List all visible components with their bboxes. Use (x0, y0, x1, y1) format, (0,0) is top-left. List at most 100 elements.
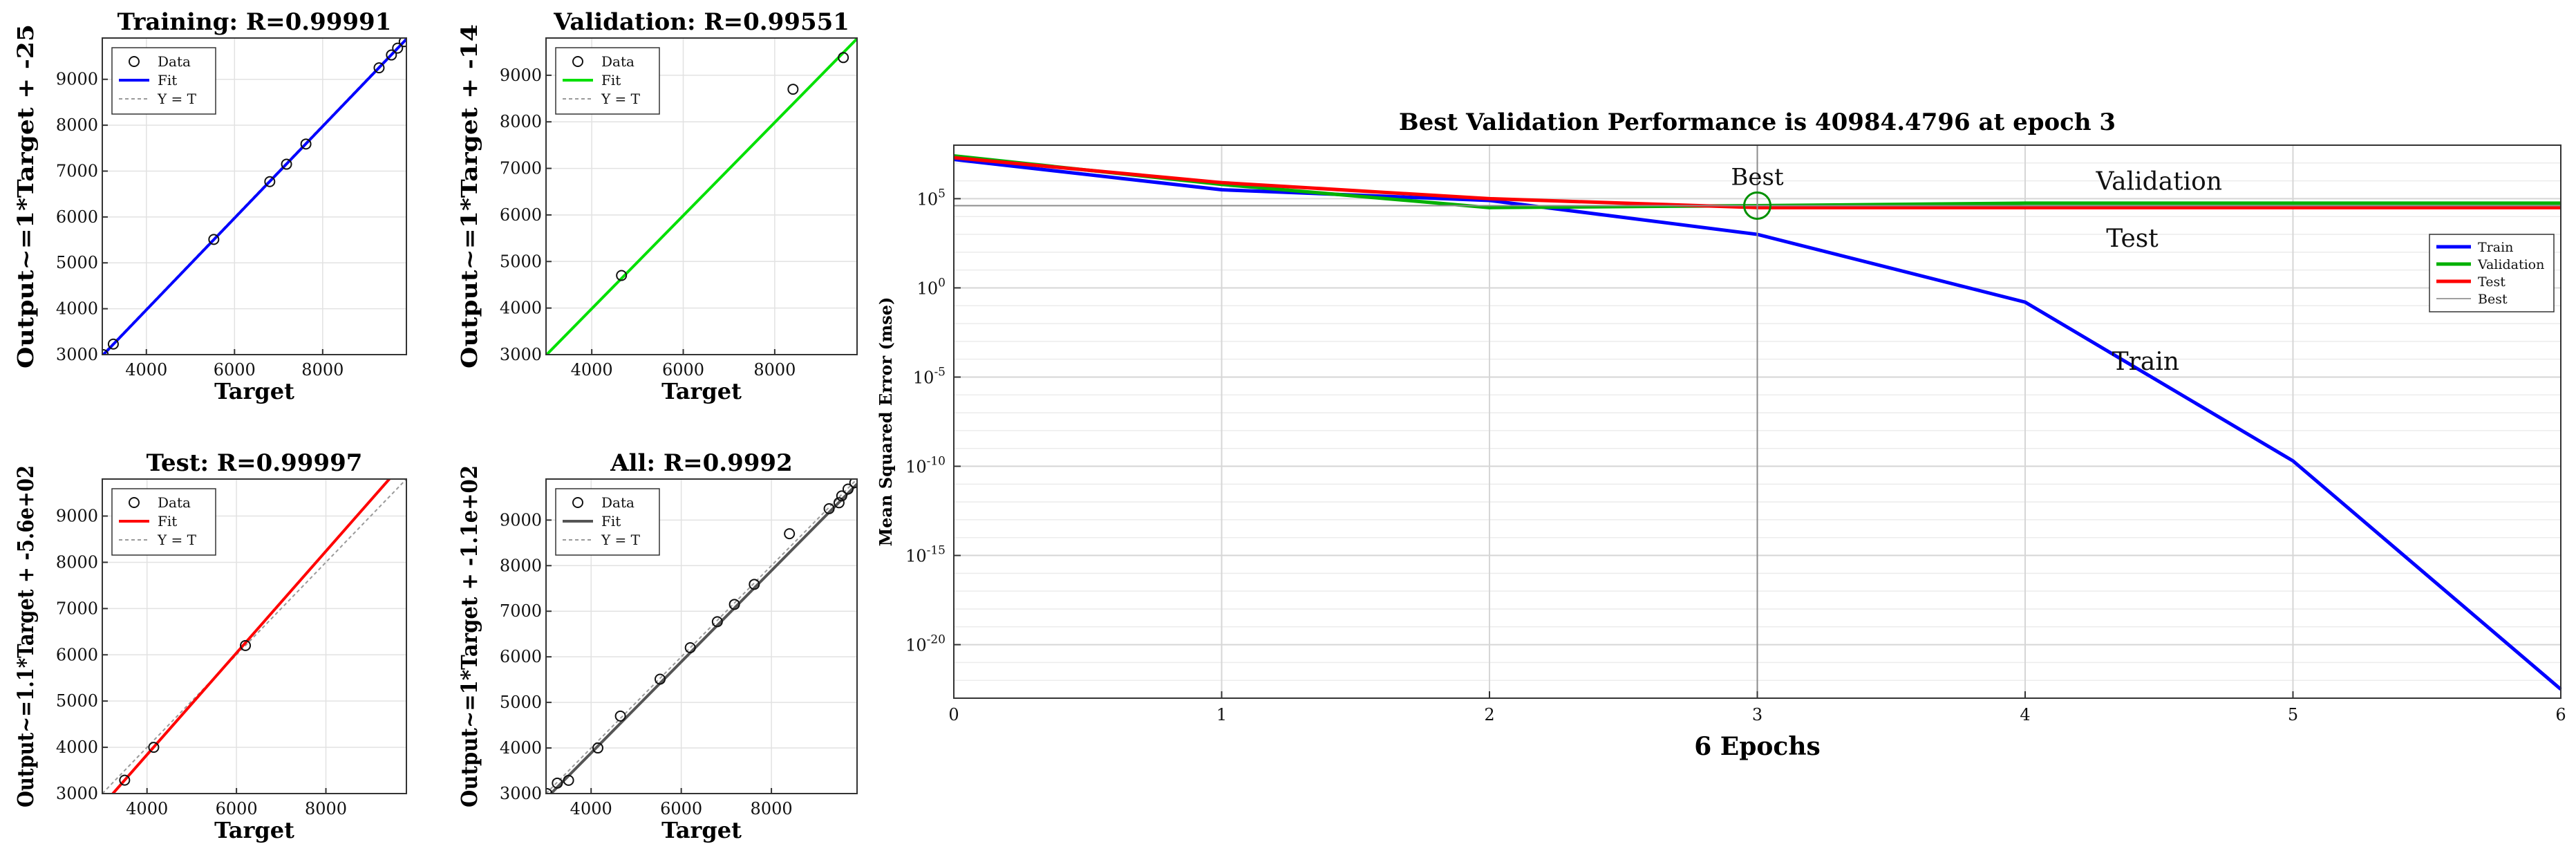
legend-label: Y = T (601, 91, 641, 107)
x-axis-label: 6 Epochs (1694, 732, 1821, 761)
data-point (281, 158, 292, 170)
data-point (614, 710, 626, 722)
y-axis-label: Output~=1*Target + -1.1e+02 (456, 465, 482, 807)
y-tick-label: 10-5 (913, 365, 946, 387)
y-tick-label: 9000 (56, 507, 98, 526)
data-point (728, 599, 740, 610)
y-tick-label: 6000 (500, 205, 542, 225)
data-point (836, 490, 847, 502)
x-axis-label: Target (214, 817, 294, 843)
y-tick-label: 10-20 (905, 633, 946, 655)
legend-data-marker (129, 497, 140, 508)
plot-frame (545, 37, 858, 355)
legend-label: Fit (158, 72, 177, 88)
y-tick-label: 3000 (500, 784, 542, 803)
legend-label: Y = T (601, 532, 641, 548)
y-tick-label: 5000 (500, 693, 542, 712)
plot-content (102, 479, 406, 794)
plot-content (546, 479, 857, 794)
y-tick-label: 9000 (500, 510, 542, 530)
y-tick-label: 6000 (56, 645, 98, 664)
y-tick-label: 4000 (500, 299, 542, 318)
chart-title: Validation: R=0.99551 (553, 8, 849, 36)
data-point (373, 62, 385, 74)
x-tick-label: 0 (948, 705, 959, 724)
y-tick-label: 105 (917, 187, 946, 209)
y-tick-label: 4000 (56, 738, 98, 757)
data-point (398, 38, 406, 48)
plot-frame (102, 478, 407, 794)
legend-data-marker (572, 56, 583, 67)
data-point (148, 742, 160, 753)
chart-title: Training: R=0.99991 (117, 8, 392, 36)
x-tick-label: 8000 (753, 360, 796, 380)
all-regression-chart: 4000 6000 8000 3000 4000 5000 6000 7000 8000 9000… (456, 449, 858, 843)
y-tick-label: 5000 (56, 691, 98, 711)
data-point (838, 52, 849, 64)
data-point (119, 774, 131, 786)
data-point (823, 503, 835, 514)
x-tick-label: 5 (2288, 705, 2298, 724)
legend-label: Y = T (157, 91, 197, 107)
legend-label: Y = T (157, 532, 197, 548)
legend-label: Data (601, 494, 634, 511)
performance-chart: 0 1 2 3 4 5 6 105 100 10-5 10-10 10-15 10-20 Best Val… (876, 109, 2566, 761)
y-tick-label: 8000 (500, 556, 542, 575)
legend-label: Data (158, 53, 191, 70)
y-tick-label: 3000 (56, 345, 98, 364)
y-tick-label: 6000 (500, 647, 542, 666)
y-tick-label: 3000 (56, 784, 98, 803)
annotation-best: Best (1731, 163, 1784, 191)
y-axis-label: Output~=1.1*Target + -5.6e+02 (12, 465, 39, 807)
legend-label: Best (2478, 292, 2508, 307)
x-tick-label: 4000 (570, 799, 612, 818)
data-point (300, 138, 312, 150)
legend-label: Train (2478, 240, 2513, 255)
x-axis-label: Target (661, 378, 742, 404)
data-point (546, 788, 553, 794)
y-tick-label: 7000 (56, 161, 98, 180)
data-point (849, 479, 857, 489)
y-tick-label: 4000 (500, 738, 542, 758)
legend-label: Validation (2477, 257, 2544, 272)
y-axis-label: Output~=1*Target + -14 (456, 24, 482, 368)
x-tick-label: 6 (2555, 705, 2566, 724)
legend-data-marker (572, 497, 583, 508)
data-point (102, 349, 109, 355)
data-point (616, 270, 628, 281)
y-tick-label: 9000 (500, 66, 542, 85)
x-tick-label: 6000 (662, 360, 704, 380)
y-tick-label: 6000 (56, 207, 98, 227)
data-point (552, 777, 563, 789)
test-regression-chart: 4000 6000 8000 3000 4000 5000 6000 7000 8000 9000… (12, 449, 407, 843)
data-point (386, 49, 397, 61)
data-point (684, 641, 696, 653)
y-tick-label: 10-15 (905, 544, 946, 566)
data-point (711, 616, 723, 628)
data-point (655, 673, 666, 685)
x-tick-label: 4000 (126, 799, 168, 818)
chart-title: All: R=0.9992 (610, 449, 792, 477)
fit-line (102, 38, 406, 355)
x-tick-label: 3 (1752, 705, 1762, 724)
x-tick-label: 4 (2020, 705, 2030, 724)
data-point (107, 338, 119, 350)
fit-line (111, 479, 391, 794)
y-tick-label: 3000 (500, 345, 542, 364)
x-tick-label: 6000 (216, 799, 258, 818)
legend-label: Fit (601, 72, 621, 88)
data-point (787, 84, 799, 95)
data-point (784, 528, 796, 540)
plot-content (102, 38, 406, 355)
legend-label: Fit (601, 513, 621, 530)
y-axis-label: Mean Squared Error (mse) (876, 297, 896, 547)
legend-label: Data (601, 53, 634, 70)
x-tick-label: 8000 (751, 799, 793, 818)
x-tick-label: 1 (1216, 705, 1227, 724)
training-regression-chart: 4000 6000 8000 3000 4000 5000 6000 7000 8000 9000… (12, 8, 407, 404)
y-tick-label: 7000 (500, 601, 542, 621)
x-tick-label: 8000 (301, 360, 344, 380)
legend-label: Data (158, 494, 191, 511)
annotation-test: Test (2106, 225, 2159, 253)
